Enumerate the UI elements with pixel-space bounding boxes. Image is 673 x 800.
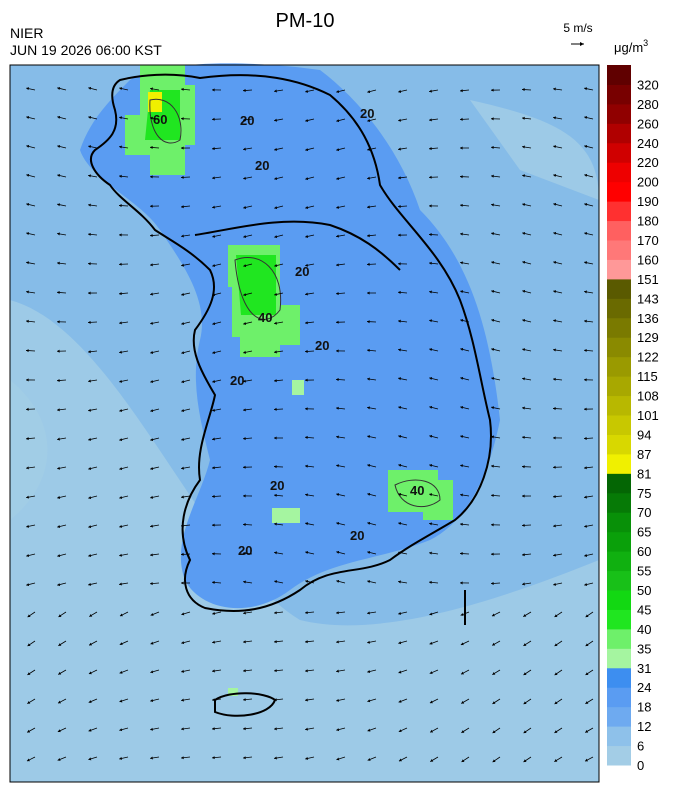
unit: μg/m3 — [614, 38, 648, 55]
colorbar-label: 170 — [637, 233, 659, 248]
colorbar-segment — [607, 532, 631, 552]
colorbar-segment — [607, 493, 631, 513]
colorbar-label: 240 — [637, 136, 659, 151]
colorbar-label: 0 — [637, 758, 644, 773]
colorbar-segment — [607, 668, 631, 688]
unit-exponent: 3 — [643, 38, 648, 48]
wind-scale: 5 m/s — [563, 21, 592, 35]
colorbar-label: 60 — [637, 544, 651, 559]
colorbar-segment — [607, 687, 631, 707]
colorbar-label: 40 — [637, 622, 651, 637]
colorbar-segment — [607, 143, 631, 163]
colorbar-label: 108 — [637, 389, 659, 404]
colorbar-segment — [607, 707, 631, 727]
colorbar-segment — [607, 376, 631, 396]
colorbar-label: 115 — [637, 369, 658, 384]
colorbar-label: 12 — [637, 719, 651, 734]
colorbar-segment — [607, 201, 631, 221]
colorbar-segment — [607, 182, 631, 202]
high-zone — [236, 255, 276, 315]
colorbar-segment — [607, 571, 631, 591]
colorbar-segment — [607, 162, 631, 182]
colorbar-label: 151 — [637, 272, 659, 287]
colorbar-label: 45 — [637, 602, 651, 617]
colorbar-segment — [607, 84, 631, 104]
colorbar-label: 65 — [637, 525, 651, 540]
colorbar-label: 87 — [637, 447, 651, 462]
colorbar-segment — [607, 298, 631, 318]
colorbar-segment — [607, 123, 631, 143]
colorbar-segment — [607, 512, 631, 532]
contour-label: 20 — [255, 158, 269, 173]
colorbar-label: 220 — [637, 155, 659, 170]
colorbar-label: 24 — [637, 680, 651, 695]
colorbar-label: 81 — [637, 466, 651, 481]
colorbar-label: 200 — [637, 175, 659, 190]
colorbar-label: 55 — [637, 564, 651, 579]
colorbar-segment — [607, 415, 631, 435]
colorbar-label: 280 — [637, 97, 659, 112]
colorbar-label: 75 — [637, 486, 651, 501]
contour-label: 20 — [360, 106, 374, 121]
colorbar-label: 18 — [637, 700, 651, 715]
colorbar-segment — [607, 726, 631, 746]
colorbar-label: 180 — [637, 214, 659, 229]
colorbar-segment — [607, 240, 631, 260]
colorbar-segment — [607, 473, 631, 493]
colorbar-segment — [607, 590, 631, 610]
colorbar-segment — [607, 454, 631, 474]
contour-label: 20 — [315, 338, 329, 353]
timestamp: JUN 19 2026 06:00 KST — [10, 42, 162, 58]
contour-label: 20 — [270, 478, 284, 493]
colorbar-segment — [607, 434, 631, 454]
contour-label: 20 — [230, 373, 244, 388]
map — [10, 63, 599, 782]
colorbar-segment — [607, 65, 631, 85]
colorbar-label: 6 — [637, 739, 644, 754]
colorbar-label: 94 — [637, 427, 651, 442]
contour-label: 60 — [153, 112, 167, 127]
colorbar-label: 70 — [637, 505, 651, 520]
colorbar-label: 122 — [637, 350, 659, 365]
colorbar-segment — [607, 221, 631, 241]
colorbar-segment — [607, 337, 631, 357]
agency: NIER — [10, 25, 43, 41]
colorbar-segment — [607, 609, 631, 629]
contour-label: 40 — [258, 310, 272, 325]
colorbar: 0 6 12 18 24 31 35 40 45 50 55 60 65 70 75 81 87 94 101 108… — [607, 65, 659, 773]
colorbar-label: 136 — [637, 311, 659, 326]
unit-base: μg/m — [614, 40, 643, 55]
wind-scale-arrowhead — [580, 42, 584, 46]
colorbar-label: 50 — [637, 583, 651, 598]
colorbar-segment — [607, 259, 631, 279]
colorbar-segment — [607, 104, 631, 124]
colorbar-label: 129 — [637, 330, 659, 345]
colorbar-label: 260 — [637, 116, 659, 131]
colorbar-segment — [607, 629, 631, 649]
colorbar-segment — [607, 648, 631, 668]
colorbar-segment — [607, 551, 631, 571]
colorbar-segment — [607, 396, 631, 416]
title: PM-10 — [276, 10, 335, 32]
colorbar-segment — [607, 357, 631, 377]
colorbar-label: 190 — [637, 194, 659, 209]
contour-label: 20 — [240, 113, 254, 128]
contour-label: 20 — [350, 528, 364, 543]
colorbar-segment — [607, 279, 631, 299]
colorbar-segment — [607, 318, 631, 338]
contour-label: 40 — [410, 483, 424, 498]
colorbar-label: 160 — [637, 252, 659, 267]
contour-label: 20 — [238, 543, 252, 558]
colorbar-label: 101 — [637, 408, 659, 423]
colorbar-label: 143 — [637, 291, 659, 306]
colorbar-segment — [607, 746, 631, 766]
colorbar-label: 31 — [637, 661, 651, 676]
colorbar-label: 35 — [637, 641, 651, 656]
colorbar-label: 320 — [637, 77, 659, 92]
